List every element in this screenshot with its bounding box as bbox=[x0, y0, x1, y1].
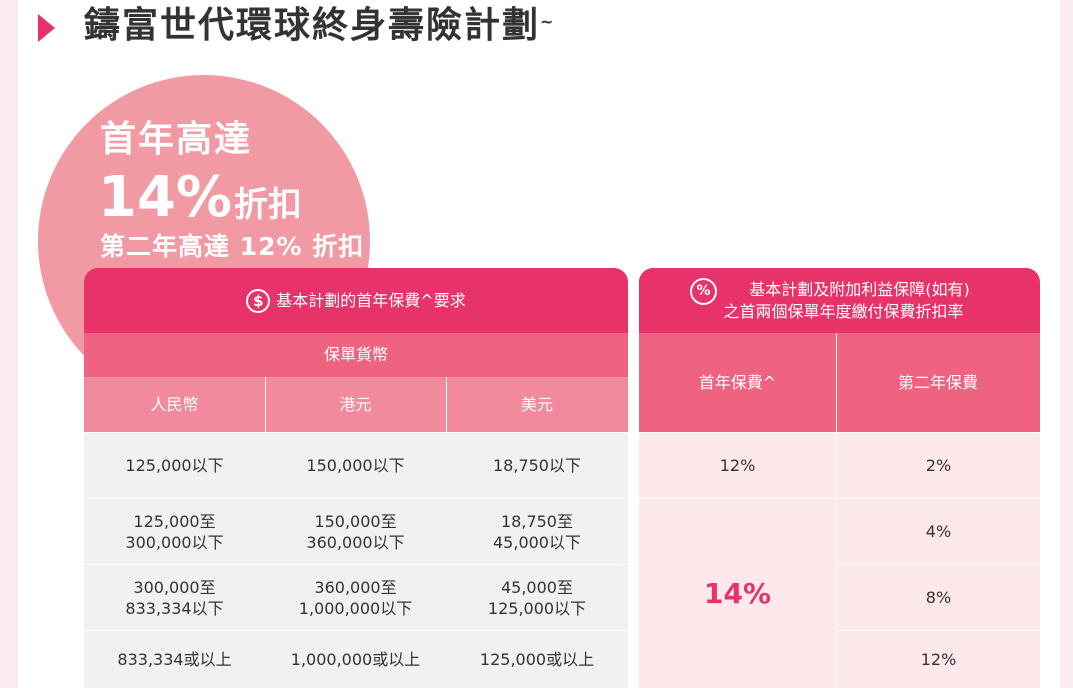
currency-header: 保單貨幣 bbox=[84, 333, 628, 377]
divider bbox=[836, 333, 837, 432]
promo-discount: 14%折扣 bbox=[98, 166, 302, 243]
table-cell: 45,000至 125,000以下 bbox=[446, 565, 628, 630]
title-arrow-icon bbox=[38, 14, 55, 42]
table-cell: 18,750至 45,000以下 bbox=[446, 499, 628, 564]
table-cell: 125,000以下 bbox=[84, 433, 265, 498]
column-header-hkd: 港元 bbox=[265, 377, 446, 432]
page-title: 鑄富世代環球終身壽險計劃~ bbox=[84, 5, 556, 46]
right-header-line2: 之首兩個保單年度繳付保費折扣率 bbox=[723, 301, 964, 321]
right-header-line1: 基本計劃及附加利益保障(如有) bbox=[749, 279, 970, 299]
first-year-rate-value: 14% bbox=[703, 577, 772, 610]
table-cell: 125,000至 300,000以下 bbox=[84, 499, 265, 564]
column-header-usd: 美元 bbox=[446, 377, 628, 432]
promo-line1: 首年高達 bbox=[100, 119, 253, 160]
dollar-icon: $ bbox=[246, 288, 271, 313]
table-cell: 150,000以下 bbox=[265, 433, 446, 498]
table-cell: 360,000至 1,000,000以下 bbox=[265, 565, 446, 630]
second-year-rate: 12% bbox=[837, 631, 1040, 688]
table-cell: 125,000或以上 bbox=[446, 631, 628, 688]
column-header-rmb: 人民幣 bbox=[84, 377, 265, 432]
table-cell: 300,000至 833,334以下 bbox=[84, 565, 265, 630]
second-year-rate: 4% bbox=[837, 499, 1040, 564]
column-header-first-year: 首年保費^ bbox=[639, 333, 836, 432]
table-cell: 150,000至 360,000以下 bbox=[265, 499, 446, 564]
table-cell: 1,000,000或以上 bbox=[265, 631, 446, 688]
divider bbox=[265, 377, 266, 432]
first-year-rate: 12% bbox=[639, 433, 836, 498]
table-cell: 833,334或以上 bbox=[84, 631, 265, 688]
table-cell: 18,750以下 bbox=[446, 433, 628, 498]
promo-line3: 第二年高達 12% 折扣 bbox=[100, 232, 365, 261]
first-year-rate-merged: 14% bbox=[639, 499, 836, 688]
second-year-rate: 2% bbox=[837, 433, 1040, 498]
promo-big-value: 14% bbox=[98, 165, 233, 230]
left-table-header: $ 基本計劃的首年保費^要求 bbox=[84, 268, 628, 333]
column-header-second-year: 第二年保費 bbox=[836, 333, 1040, 432]
second-year-rate: 8% bbox=[837, 565, 1040, 630]
divider bbox=[446, 377, 447, 432]
percent-icon: % bbox=[690, 278, 717, 305]
promo-big-suffix: 折扣 bbox=[234, 185, 303, 225]
